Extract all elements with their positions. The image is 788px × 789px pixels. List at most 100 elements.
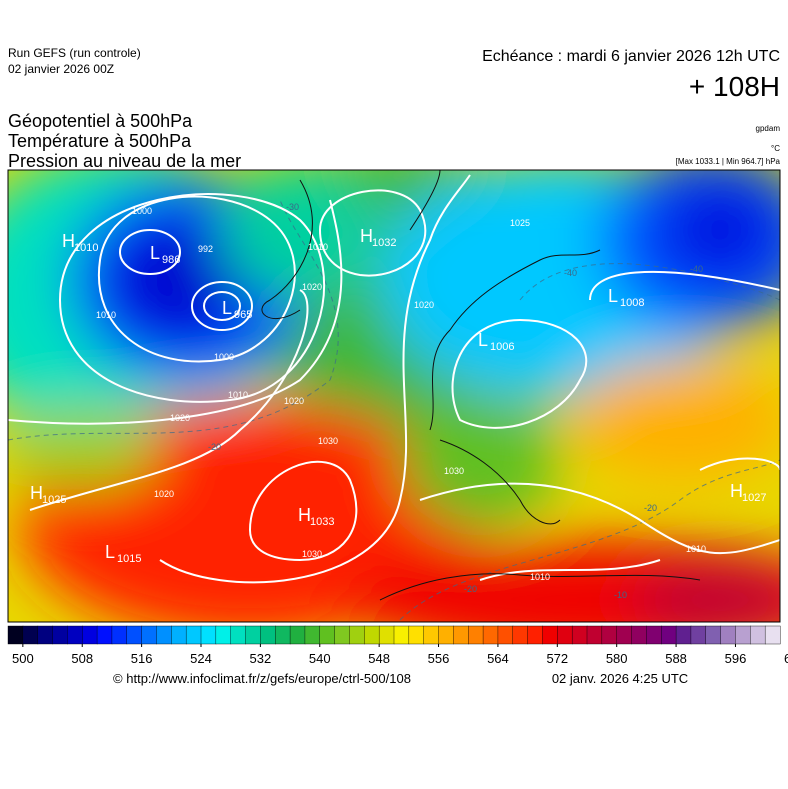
colorbar-swatch (720, 625, 736, 645)
colorbar-swatch (468, 625, 484, 645)
unit-geopotential: gpdam (756, 124, 781, 133)
colorbar-swatch (616, 625, 633, 645)
colorbar-swatch (22, 625, 39, 645)
colorbar-swatch (334, 625, 350, 645)
center-value: 1033 (310, 516, 334, 528)
colorbar-swatch (453, 625, 469, 645)
colorbar-swatch (67, 625, 83, 645)
isobar-label: 1000 (214, 352, 234, 362)
colorbar-tick-label: 588 (665, 651, 687, 666)
colorbar-swatch (245, 625, 261, 645)
colorbar-tick-label: 524 (190, 651, 212, 666)
isobar (451, 318, 588, 429)
isotherm (8, 199, 339, 441)
colorbar-swatch (764, 625, 781, 645)
center-type: L (478, 330, 488, 350)
center-value: 1006 (490, 341, 514, 353)
isobar-label: 1010 (96, 310, 116, 320)
unit-pressure: [Max 1033.1 | Min 964.7] hPa (676, 157, 781, 166)
center-type: H (62, 231, 75, 251)
isobar-label: 1020 (154, 489, 174, 499)
generated-time: 02 janv. 2026 4:25 UTC (552, 671, 688, 686)
isobar-label: 1010 (228, 390, 248, 400)
colorbar-swatch (646, 625, 662, 645)
colorbar-swatch (200, 625, 217, 645)
isobar (479, 559, 661, 581)
colorbar-swatch (185, 625, 202, 645)
colorbar-swatch (82, 625, 98, 645)
colorbar-swatch (319, 625, 336, 645)
colorbar-swatch (126, 625, 143, 645)
colorbar-tick-label: 516 (131, 651, 153, 666)
isobar (8, 199, 343, 425)
unit-temperature: °C (771, 144, 780, 153)
colorbar-tick-label: 540 (309, 651, 331, 666)
colorbar-tick-label: 548 (368, 651, 390, 666)
colorbar-swatch (675, 625, 692, 645)
center-value: 1010 (74, 242, 98, 254)
colorbar-swatch (750, 625, 766, 645)
colorbar-swatch (96, 625, 113, 645)
colorbar-swatch (542, 625, 558, 645)
colorbar-swatch (37, 625, 54, 645)
isobar (97, 195, 296, 363)
colorbar-swatch (571, 625, 588, 645)
center-type: L (150, 243, 160, 263)
isobar-label: 1025 (510, 218, 530, 228)
contour-labels: 1000 992 1010 1000 1010 1020 1020 1030 1020 1030 1… (96, 202, 706, 600)
isotherm-label: -40 (564, 268, 577, 278)
colorbar-tick-label: 508 (71, 651, 93, 666)
colorbar-tick-label: 500 (12, 651, 34, 666)
center-value: 1008 (620, 297, 644, 309)
isobar-label: 1020 (414, 300, 434, 310)
center-value: 1032 (372, 237, 396, 249)
colorbar-swatch (230, 625, 247, 645)
center-type: L (608, 286, 618, 306)
colorbar-swatch (141, 625, 157, 645)
title-geopotential: Géopotentiel à 500hPa (8, 111, 193, 131)
colorbar-swatch (215, 625, 232, 645)
colorbar-swatch (289, 625, 306, 645)
center-type: L (105, 542, 115, 562)
isotherm-label: -30 (286, 202, 299, 212)
colorbar-swatch (482, 625, 499, 645)
isobar (248, 460, 358, 562)
colorbar-swatch (438, 625, 454, 645)
colorbar-swatch (586, 625, 603, 645)
isotherm (399, 459, 780, 621)
colorbar-swatch (527, 625, 543, 645)
colorbar-tick-label: 580 (606, 651, 628, 666)
run-date: 02 janvier 2026 00Z (8, 62, 114, 76)
valid-time: Echéance : mardi 6 janvier 2026 12h UTC (482, 48, 780, 65)
colorbar-swatch (349, 625, 365, 645)
isobar-label: 1010 (530, 572, 550, 582)
isobar-label: 1010 (308, 242, 328, 252)
center-value: 965 (234, 309, 252, 321)
isobar-label: 1030 (444, 466, 464, 476)
map-frame (7, 169, 781, 623)
isobar-label: 1030 (318, 436, 338, 446)
center-type: H (30, 483, 43, 503)
center-value: 1027 (742, 492, 766, 504)
colorbar-swatch (631, 625, 647, 645)
field (8, 170, 780, 622)
coastline (261, 170, 441, 320)
isotherm-label: -10 (614, 590, 627, 600)
isobar (203, 291, 242, 321)
colorbar-swatch (393, 625, 410, 645)
center-value: 986 (162, 254, 180, 266)
coastline (379, 249, 701, 601)
title-pressure: Pression au niveau de la mer (8, 151, 241, 171)
colorbar-swatch (661, 625, 677, 645)
colorbar-swatch (497, 625, 514, 645)
isobar (699, 457, 780, 471)
run-label: Run GEFS (run controle) (8, 46, 141, 60)
colorbar-swatch (260, 625, 276, 645)
isobar-label: 1020 (302, 282, 322, 292)
center-value: 1015 (117, 553, 141, 565)
colorbar-swatch (156, 625, 172, 645)
colorbar-swatch (735, 625, 751, 645)
colorbar-tick-label: 596 (725, 651, 747, 666)
